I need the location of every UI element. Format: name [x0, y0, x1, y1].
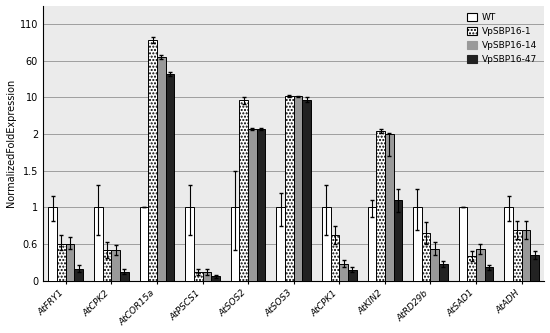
Bar: [431, 249, 439, 281]
Bar: [459, 207, 468, 281]
Bar: [103, 250, 111, 281]
Bar: [66, 244, 74, 281]
Bar: [476, 249, 485, 281]
Bar: [231, 207, 239, 281]
Bar: [530, 255, 539, 281]
Y-axis label: NormalizedFoldExpression: NormalizedFoldExpression: [6, 79, 15, 207]
Bar: [422, 233, 431, 281]
Bar: [74, 268, 83, 281]
Bar: [257, 129, 266, 281]
Bar: [294, 96, 302, 281]
Bar: [285, 96, 294, 281]
Bar: [140, 207, 148, 281]
Bar: [211, 276, 220, 281]
Bar: [202, 272, 211, 281]
Bar: [504, 207, 513, 281]
Bar: [394, 200, 402, 281]
Bar: [48, 207, 57, 281]
Bar: [277, 207, 285, 281]
Bar: [194, 272, 202, 281]
Bar: [513, 230, 521, 281]
Bar: [185, 207, 194, 281]
Bar: [439, 264, 448, 281]
Bar: [322, 207, 331, 281]
Bar: [94, 207, 103, 281]
Bar: [468, 256, 476, 281]
Bar: [348, 270, 356, 281]
Bar: [302, 100, 311, 281]
Bar: [376, 131, 385, 281]
Bar: [331, 235, 339, 281]
Legend: WT, VpSBP16-1, VpSBP16-14, VpSBP16-47: WT, VpSBP16-1, VpSBP16-14, VpSBP16-47: [464, 10, 540, 67]
Bar: [339, 264, 348, 281]
Bar: [248, 129, 257, 281]
Bar: [521, 230, 530, 281]
Bar: [485, 267, 493, 281]
Bar: [157, 57, 166, 281]
Bar: [385, 134, 394, 281]
Bar: [413, 207, 422, 281]
Bar: [120, 272, 129, 281]
Bar: [239, 100, 248, 281]
Bar: [111, 250, 120, 281]
Bar: [367, 207, 376, 281]
Bar: [166, 74, 174, 281]
Bar: [148, 40, 157, 281]
Bar: [57, 244, 66, 281]
